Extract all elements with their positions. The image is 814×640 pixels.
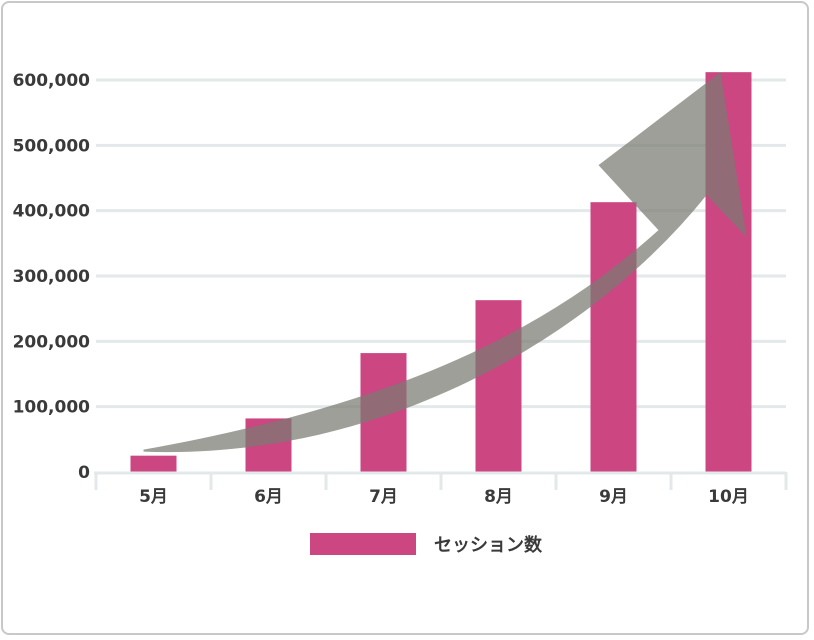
x-tick-label: 10月 — [708, 487, 749, 507]
bar-4 — [475, 300, 522, 472]
x-tick-label: 5月 — [139, 487, 168, 507]
x-tick-label: 9月 — [599, 487, 628, 507]
x-tick-label: 8月 — [484, 487, 513, 507]
trend-arrow — [143, 72, 747, 453]
trend-arrow-shape — [143, 72, 747, 453]
y-axis-ticks: 0 100,000 200,000 300,000 400,000 500,000 600,… — [13, 71, 91, 483]
x-axis: 5月 6月 7月 8月 9月 10月 — [94, 471, 788, 507]
y-tick-label: 0 — [78, 463, 90, 483]
x-tick-label: 6月 — [254, 487, 283, 507]
gridlines — [96, 78, 786, 409]
y-tick-label: 200,000 — [13, 332, 91, 352]
bar-1 — [130, 455, 177, 472]
y-tick-label: 500,000 — [13, 136, 91, 156]
bar-5 — [590, 202, 637, 472]
y-tick-label: 300,000 — [13, 267, 91, 287]
legend: セッション数 — [310, 533, 543, 556]
y-tick-label: 100,000 — [13, 398, 91, 418]
y-tick-label: 400,000 — [13, 202, 91, 222]
legend-label: セッション数 — [434, 534, 543, 556]
legend-swatch — [310, 533, 416, 555]
y-tick-label: 600,000 — [13, 71, 91, 91]
x-tick-label: 7月 — [369, 487, 398, 507]
